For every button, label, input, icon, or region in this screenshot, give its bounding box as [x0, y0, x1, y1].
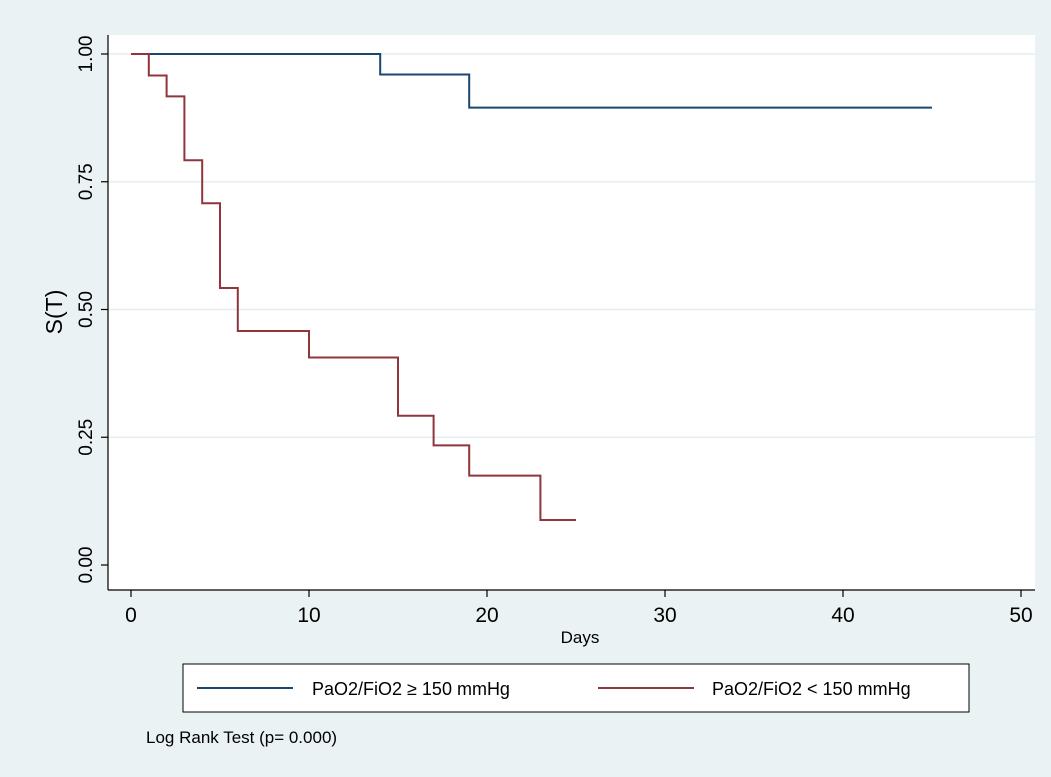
x-tick-label: 20	[475, 604, 498, 627]
x-axis-label: Days	[561, 628, 600, 647]
legend-box	[182, 663, 970, 713]
y-tick-label: 0.75	[76, 163, 97, 200]
y-tick-label: 0.50	[76, 291, 97, 328]
x-tick-label: 10	[297, 604, 320, 627]
axes	[107, 35, 1035, 591]
legend: PaO2/FiO2 ≥ 150 mmHg PaO2/FiO2 < 150 mmH…	[182, 663, 970, 713]
x-tick-label: 50	[1009, 604, 1032, 627]
y-tick-label: 0.25	[76, 419, 97, 456]
legend-label-0: PaO2/FiO2 ≥ 150 mmHg	[312, 679, 510, 699]
series-layer	[131, 53, 932, 522]
x-tick-label: 30	[653, 604, 676, 627]
x-tick-label: 0	[125, 604, 137, 627]
x-ticks: 0 10 20 30 40 50	[125, 590, 1033, 627]
legend-label-1: PaO2/FiO2 < 150 mmHg	[712, 679, 911, 699]
y-ticks: 0.00 0.25 0.50 0.75 1.00	[76, 36, 108, 584]
plot-area	[108, 35, 1035, 590]
y-axis-label: S(T)	[41, 290, 67, 335]
survival-curve-series-0	[131, 53, 932, 109]
y-tick-label: 1.00	[76, 36, 97, 73]
y-tick-label: 0.00	[76, 547, 97, 584]
log-rank-annotation: Log Rank Test (p= 0.000)	[146, 728, 337, 747]
x-tick-label: 40	[831, 604, 854, 627]
survival-curve-series-1	[131, 53, 576, 522]
